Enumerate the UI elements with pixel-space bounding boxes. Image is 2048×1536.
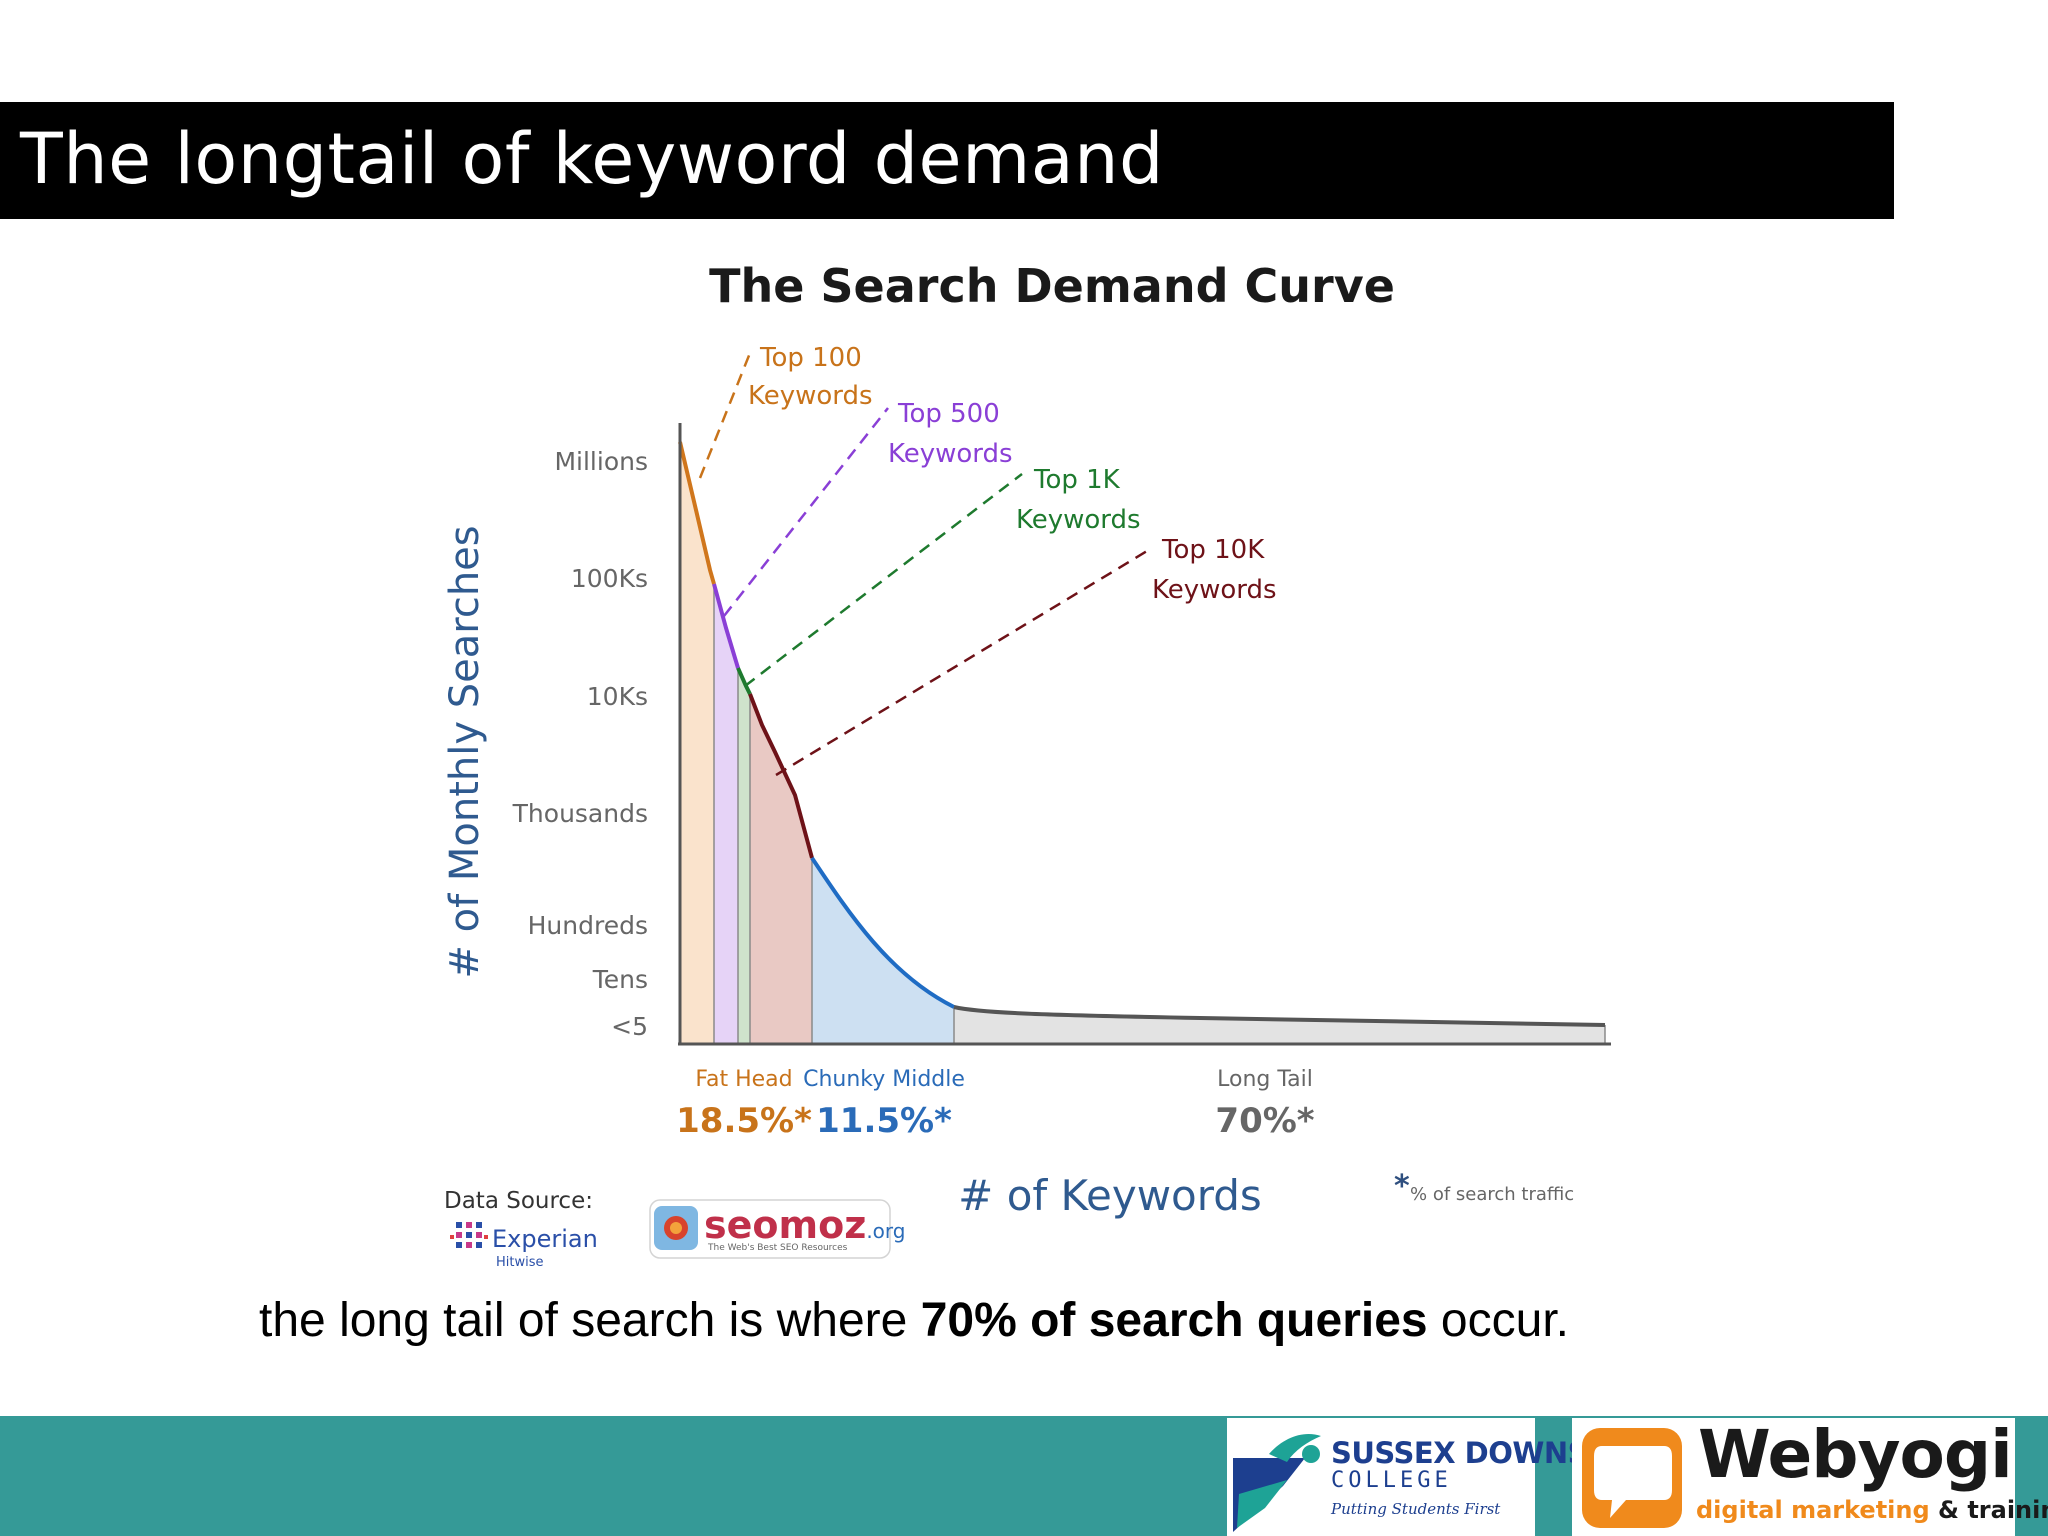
y-tick-label: Hundreds <box>528 911 648 940</box>
experian-dots-icon <box>450 1222 488 1248</box>
speech-bubble-icon <box>1582 1428 1682 1528</box>
chart-title: The Search Demand Curve <box>709 259 1395 313</box>
title-bar: The longtail of keyword demand <box>0 102 1894 219</box>
slide-caption: the long tail of search is where 70% of … <box>0 1293 1938 1348</box>
y-tick-label: 100Ks <box>571 564 648 593</box>
seomoz-name: seomoz.org <box>704 1203 906 1247</box>
segment-fat-head-share: 18.5%* <box>676 1101 812 1141</box>
webyogi-tag-dark: & training <box>1938 1496 2048 1524</box>
x-axis-title: # of Keywords <box>958 1171 1262 1220</box>
region-dividers <box>713 584 1606 1043</box>
callout-top10k-line1: Top 10K <box>1161 535 1265 565</box>
region-top1k <box>738 668 750 1043</box>
y-tick-labels: Millions 100Ks 10Ks Thousands Hundreds T… <box>512 447 648 1041</box>
leader-top500 <box>723 407 889 617</box>
callout-top100: Top 100 Keywords <box>748 343 873 411</box>
seomoz-logo: seomoz.org The Web's Best SEO Resources <box>649 1199 906 1259</box>
y-tick-label: Thousands <box>512 799 648 828</box>
leader-top10k <box>775 546 1153 777</box>
region-top10k <box>750 694 812 1043</box>
caption-pre: the long tail of search is where <box>259 1294 921 1347</box>
seomoz-tld: .org <box>866 1219 905 1243</box>
webyogi-tag-orange: digital marketing <box>1696 1496 1930 1524</box>
region-long-tail <box>954 1007 1605 1043</box>
caption-bold: 70% of search queries <box>920 1294 1428 1347</box>
callout-top500-line1: Top 500 <box>897 399 1000 429</box>
region-chunky-middle <box>812 858 954 1043</box>
experian-name: Experian <box>492 1225 598 1253</box>
caption-post: occur. <box>1427 1294 1569 1347</box>
curve-top10k <box>748 693 814 859</box>
sussex-college: COLLEGE <box>1331 1468 1452 1493</box>
seomoz-tagline: The Web's Best SEO Resources <box>707 1243 848 1253</box>
callout-top100-line1: Top 100 <box>759 343 862 373</box>
callout-top100-line2: Keywords <box>748 381 873 411</box>
y-tick-label: <5 <box>611 1012 648 1041</box>
data-source-label: Data Source: <box>444 1188 593 1214</box>
callout-top1k-line1: Top 1K <box>1033 465 1121 495</box>
webyogi-tagline: digital marketing & training <box>1696 1496 2048 1524</box>
search-demand-chart: The Search Demand Curve Top 100 Keywords… <box>442 259 1611 1270</box>
sussex-downs-logo: SUSSEX DOWNS COLLEGE Putting Students Fi… <box>1227 1418 1589 1536</box>
callout-top500: Top 500 Keywords <box>888 399 1013 469</box>
segment-fat-head-label: Fat Head <box>695 1067 792 1092</box>
experian-logo: Experian Hitwise <box>450 1222 598 1270</box>
curve-top100 <box>678 441 716 585</box>
seomoz-word: seomoz <box>704 1203 866 1247</box>
slide-title: The longtail of keyword demand <box>20 118 1164 200</box>
segment-chunky-middle-share: 11.5%* <box>816 1101 952 1141</box>
footnote-text: % of search traffic <box>1410 1184 1574 1205</box>
curve-top500 <box>712 583 740 669</box>
segment-chunky-middle-label: Chunky Middle <box>803 1067 965 1092</box>
region-top100 <box>680 442 714 1043</box>
y-axis-title: # of Monthly Searches <box>442 525 488 978</box>
curve-long-tail <box>953 1005 1606 1027</box>
leader-top1k <box>744 473 1023 687</box>
callout-top10k-line2: Keywords <box>1152 575 1277 605</box>
segment-long-tail-share: 70%* <box>1215 1101 1314 1141</box>
leader-top100 <box>698 347 754 479</box>
callout-top1k-line2: Keywords <box>1016 505 1141 535</box>
sussex-name: SUSSEX DOWNS <box>1331 1436 1589 1470</box>
segment-long-tail-label: Long Tail <box>1217 1067 1313 1092</box>
experian-hitwise: Hitwise <box>496 1255 544 1270</box>
sussex-figure-icon <box>1233 1434 1321 1532</box>
callout-top1k: Top 1K Keywords <box>1016 465 1141 535</box>
curve-chunky-middle <box>810 856 955 1009</box>
sussex-tagline: Putting Students First <box>1331 1500 1501 1518</box>
callout-top500-line2: Keywords <box>888 439 1013 469</box>
y-tick-label: Millions <box>554 447 648 476</box>
y-tick-label: 10Ks <box>587 682 648 711</box>
webyogi-name: Webyogi <box>1698 1416 2013 1493</box>
callout-top10k: Top 10K Keywords <box>1152 535 1277 605</box>
region-top500 <box>714 584 738 1043</box>
footnote-mark: * <box>1394 1169 1410 1204</box>
y-tick-label: Tens <box>592 965 648 994</box>
webyogi-logo: Webyogi digital marketing & training <box>1572 1416 2048 1536</box>
